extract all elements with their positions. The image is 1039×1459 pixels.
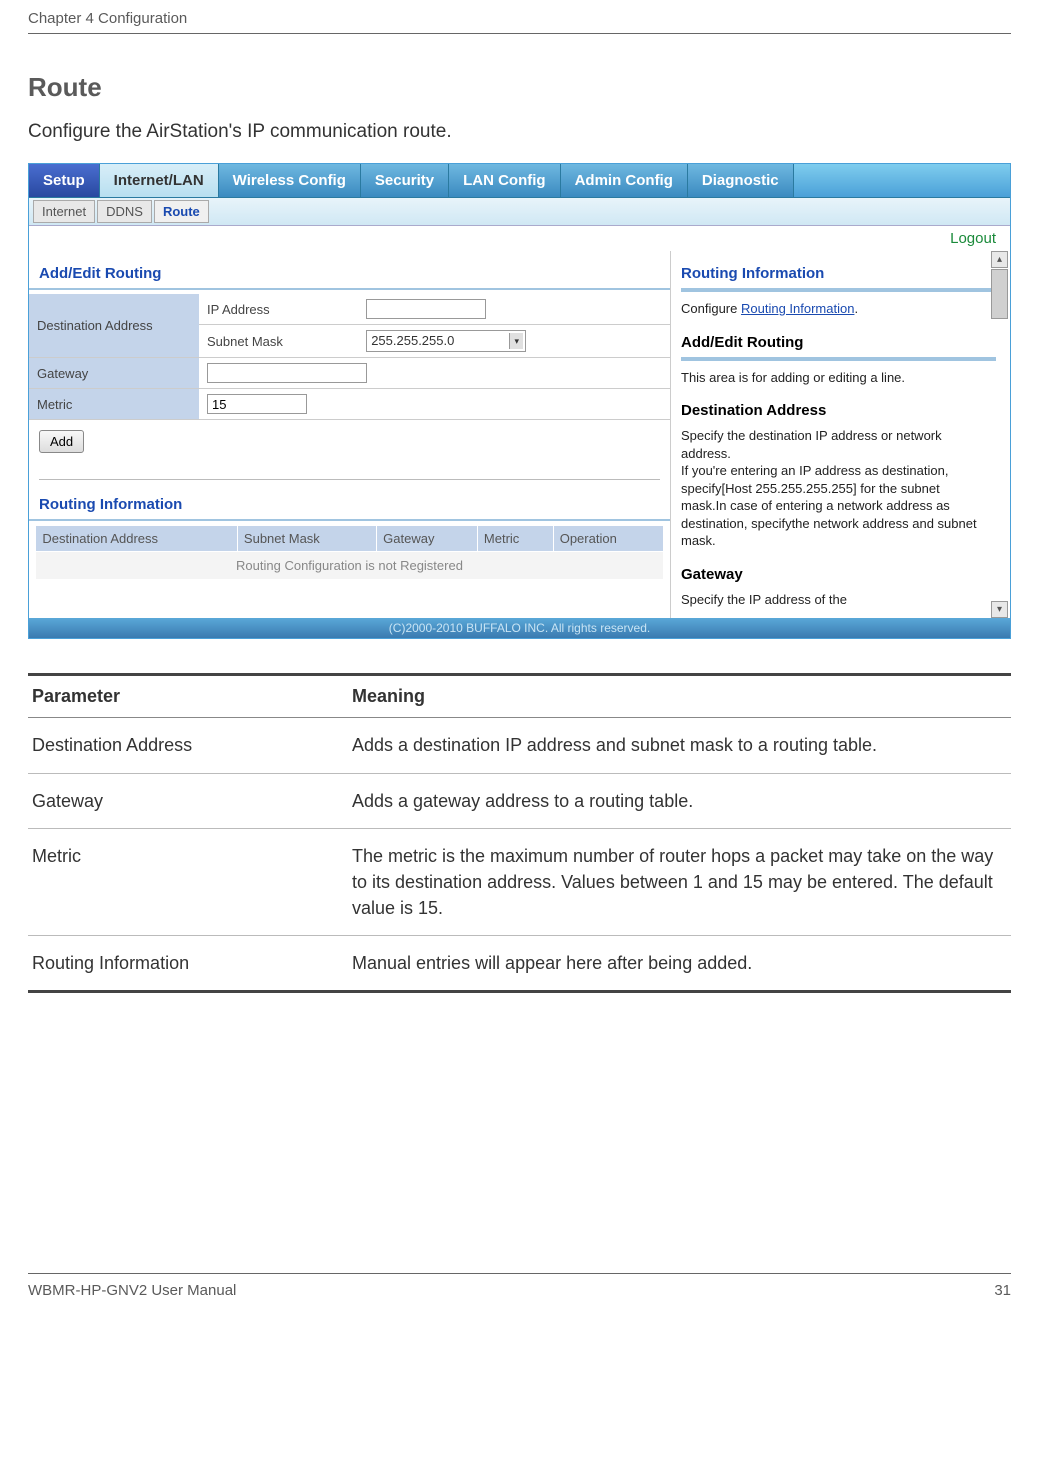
col-gateway: Gateway (377, 526, 478, 552)
help-h2: Add/Edit Routing (681, 328, 996, 361)
gateway-label: Gateway (29, 358, 199, 389)
help-t4: Specify the IP address of the (681, 591, 996, 609)
main-tabs: Setup Internet/LAN Wireless Config Secur… (29, 164, 1010, 198)
routing-empty: Routing Configuration is not Registered (36, 552, 663, 580)
help-h3: Destination Address (681, 396, 996, 425)
tab-setup[interactable]: Setup (29, 164, 100, 197)
ui-footer: (C)2000-2010 BUFFALO INC. All rights res… (29, 618, 1010, 638)
section-title: Route (28, 72, 1011, 103)
mask-label: Subnet Mask (199, 325, 358, 358)
section-intro: Configure the AirStation's IP communicat… (28, 121, 1011, 143)
ip-label: IP Address (199, 294, 358, 325)
routing-info-table: Destination Address Subnet Mask Gateway … (35, 525, 663, 579)
tab-diagnostic[interactable]: Diagnostic (688, 164, 794, 197)
footer-page: 31 (994, 1282, 1011, 1299)
col-metric: Metric (477, 526, 553, 552)
router-ui-screenshot: Setup Internet/LAN Wireless Config Secur… (28, 163, 1011, 639)
metric-input[interactable] (207, 394, 307, 414)
mask-value: 255.255.255.0 (371, 333, 454, 348)
chapter-header: Chapter 4 Configuration (28, 0, 1011, 34)
param-meaning: The metric is the maximum number of rout… (348, 828, 1011, 935)
param-name: Destination Address (28, 718, 348, 773)
param-name: Metric (28, 828, 348, 935)
sub-tabs: Internet DDNS Route (29, 198, 1010, 226)
param-name: Gateway (28, 773, 348, 828)
scroll-down-icon[interactable]: ▾ (991, 601, 1008, 618)
tab-security[interactable]: Security (361, 164, 449, 197)
routing-info-heading: Routing Information (29, 490, 670, 521)
th-parameter: Parameter (28, 675, 348, 718)
gateway-input[interactable] (207, 363, 367, 383)
mask-select[interactable]: 255.255.255.0 ▾ (366, 330, 526, 352)
help-h4: Gateway (681, 560, 996, 589)
th-meaning: Meaning (348, 675, 1011, 718)
routing-info-link[interactable]: Routing Information (741, 301, 854, 316)
divider (39, 479, 660, 480)
footer-manual: WBMR-HP-GNV2 User Manual (28, 1282, 236, 1299)
tab-lan[interactable]: LAN Config (449, 164, 560, 197)
routing-form: Destination Address IP Address Subnet Ma… (29, 294, 670, 420)
param-meaning: Manual entries will appear here after be… (348, 935, 1011, 991)
subtab-internet[interactable]: Internet (33, 200, 95, 223)
tab-internet-lan[interactable]: Internet/LAN (100, 164, 219, 197)
parameter-table: Parameter Meaning Destination Address Ad… (28, 673, 1011, 993)
help-t3: Specify the destination IP address or ne… (681, 427, 996, 550)
add-button[interactable]: Add (39, 430, 84, 453)
dest-address-label: Destination Address (29, 294, 199, 358)
col-mask: Subnet Mask (237, 526, 376, 552)
left-panel: Add/Edit Routing Destination Address IP … (29, 251, 670, 618)
scroll-thumb[interactable] (991, 269, 1008, 319)
param-meaning: Adds a destination IP address and subnet… (348, 718, 1011, 773)
chevron-down-icon: ▾ (509, 333, 523, 349)
help-t2: This area is for adding or editing a lin… (681, 369, 996, 387)
tab-wireless[interactable]: Wireless Config (219, 164, 361, 197)
ip-input[interactable] (366, 299, 486, 319)
help-t1: Configure Routing Information. (681, 300, 996, 318)
logout-link[interactable]: Logout (950, 230, 996, 247)
help-h1: Routing Information (681, 259, 996, 292)
page-footer: WBMR-HP-GNV2 User Manual 31 (28, 1273, 1011, 1307)
subtab-ddns[interactable]: DDNS (97, 200, 152, 223)
form-heading: Add/Edit Routing (29, 259, 670, 290)
param-name: Routing Information (28, 935, 348, 991)
metric-label: Metric (29, 389, 199, 420)
param-meaning: Adds a gateway address to a routing tabl… (348, 773, 1011, 828)
tab-admin[interactable]: Admin Config (561, 164, 688, 197)
help-panel: ▴ ▾ Routing Information Configure Routin… (670, 251, 1010, 618)
scroll-up-icon[interactable]: ▴ (991, 251, 1008, 268)
subtab-route[interactable]: Route (154, 200, 209, 223)
col-dest: Destination Address (36, 526, 238, 552)
col-operation: Operation (553, 526, 663, 552)
